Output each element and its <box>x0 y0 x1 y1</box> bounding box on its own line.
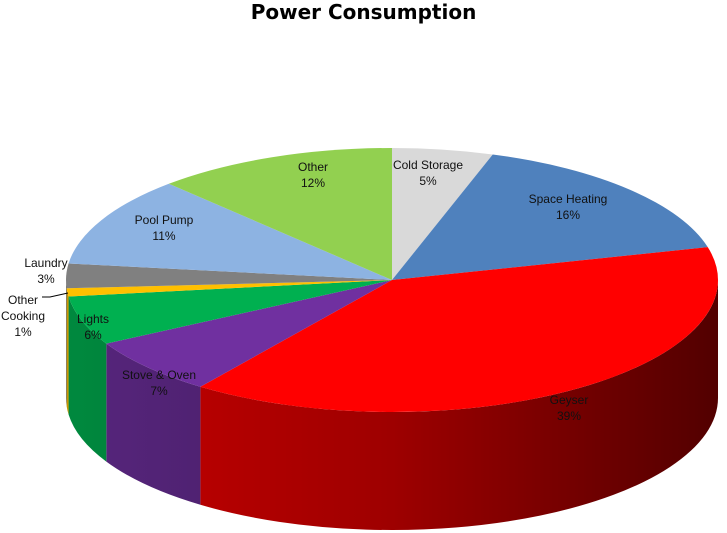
leader-line-other-cooking <box>42 292 69 298</box>
pie-label-other: Other 12% <box>298 160 328 190</box>
pie-slice-other-cooking <box>66 280 392 297</box>
pie-value-cold-storage: 5% <box>419 174 437 188</box>
pie-label-space-heating: Space Heating 16% <box>529 192 608 222</box>
pie-value-other: 12% <box>301 176 325 190</box>
pie-slice-pool-pump <box>68 183 392 280</box>
pie-value-space-heating: 16% <box>556 208 580 222</box>
pie-side-laundry <box>65 280 67 407</box>
pie-side-geyser <box>200 280 718 531</box>
pie-slice-stove-and-oven <box>106 280 392 387</box>
pie-slice-cold-storage <box>392 148 493 280</box>
pie-slice-lights <box>68 280 392 344</box>
pie-label-other-cooking: Other Cooking 1% <box>1 293 45 339</box>
pie-slice-space-heating <box>392 154 708 280</box>
pie-sides <box>65 280 718 531</box>
pie-label-lights: Lights 6% <box>77 312 109 342</box>
pie-slices <box>65 148 719 413</box>
pie-side-lights <box>68 296 107 462</box>
pie-label-cold-storage: Cold Storage 5% <box>393 158 463 188</box>
pie-value-other-cooking: 1% <box>14 325 32 339</box>
pie-labels: Cold Storage 5% Space Heating 16% Geyser 39% S… <box>1 158 607 423</box>
pie-side-other-cooking <box>66 288 69 415</box>
pie-slice-laundry <box>65 263 392 289</box>
pie-label-geyser: Geyser 39% <box>550 393 589 423</box>
pie-label-laundry: Laundry 3% <box>24 256 67 286</box>
pie-label-pool-pump: Pool Pump 11% <box>135 213 194 243</box>
pie-value-laundry: 3% <box>37 272 55 286</box>
pie-slice-geyser <box>200 247 719 413</box>
pie-label-stove-and-oven: Stove & Oven 7% <box>122 368 196 398</box>
pie-value-stove-and-oven: 7% <box>150 384 168 398</box>
chart-title: Power Consumption <box>250 0 477 24</box>
pie-slice-other <box>168 148 392 280</box>
pie-side-stove-and-oven <box>106 343 201 505</box>
pie-value-geyser: 39% <box>557 409 581 423</box>
pie-value-lights: 6% <box>84 328 102 342</box>
pie-value-pool-pump: 11% <box>152 229 175 243</box>
